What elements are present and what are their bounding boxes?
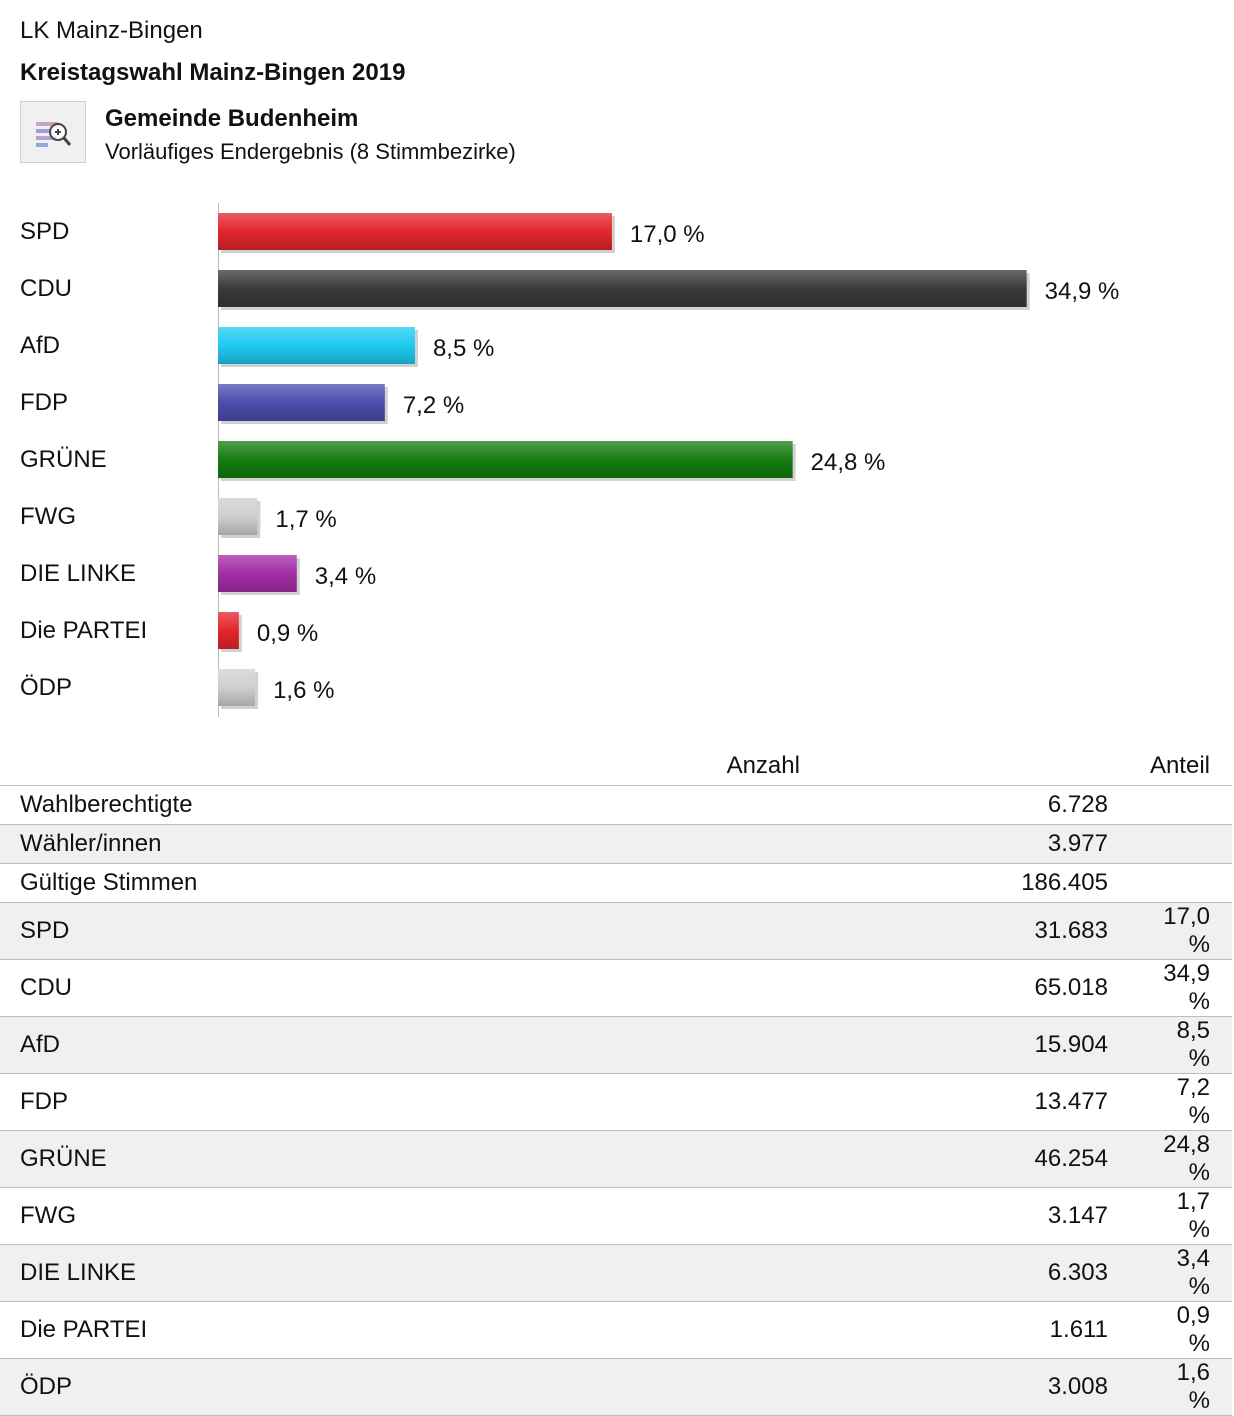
- value-label: 3,4 %: [315, 563, 376, 590]
- bar-ödp: [218, 669, 256, 706]
- table-cell-count: 186.405: [549, 863, 1130, 903]
- table-header-label: [0, 746, 550, 786]
- table-cell-share: 3,4 %: [1129, 1244, 1232, 1302]
- table-row: ÖDP 3.008 1,6 %: [0, 1358, 1232, 1416]
- table-cell-share: 1,7 %: [1129, 1187, 1232, 1245]
- table-row: SPD 31.683 17,0 %: [0, 902, 1232, 960]
- table-cell-count: 46.254: [549, 1130, 1130, 1188]
- table-cell-label: DIE LINKE: [0, 1244, 550, 1302]
- result-status: Vorläufiges Endergebnis (8 Stimmbezirke): [105, 139, 516, 164]
- zoom-chart-icon: [36, 122, 72, 147]
- bar-die-partei: [218, 612, 239, 649]
- table-cell-count: 1.611: [549, 1301, 1130, 1359]
- table-cell-share: 0,9 %: [1129, 1301, 1232, 1359]
- table-cell-count: 6.728: [549, 785, 1130, 825]
- bar-fdp: [218, 384, 385, 421]
- table-cell-share: 17,0 %: [1129, 902, 1232, 960]
- election-title: Kreistagswahl Mainz-Bingen 2019: [20, 59, 406, 86]
- table-cell-label: Wahlberechtigte: [0, 785, 550, 825]
- value-label: 0,9 %: [257, 620, 318, 647]
- table-cell-label: FDP: [0, 1073, 550, 1131]
- table-cell-share: 24,8 %: [1129, 1130, 1232, 1188]
- results-table: Anzahl Anteil Wahlberechtigte 6.728 Wähler…: [0, 746, 1232, 1416]
- category-label: Die PARTEI: [20, 617, 147, 644]
- table-cell-count: 3.147: [549, 1187, 1130, 1245]
- value-label: 17,0 %: [630, 221, 705, 248]
- zoom-chart-button[interactable]: [20, 101, 86, 163]
- bar-fwg: [218, 498, 258, 535]
- table-cell-share: 34,9 %: [1129, 959, 1232, 1017]
- table-header-count: Anzahl: [549, 746, 1130, 786]
- table-cell-label: FWG: [0, 1187, 550, 1245]
- table-cell-share: 8,5 %: [1129, 1016, 1232, 1074]
- region-title: LK Mainz-Bingen: [20, 17, 203, 44]
- table-cell-count: 3.008: [549, 1358, 1130, 1416]
- category-label: FWG: [20, 503, 76, 530]
- value-label: 1,6 %: [273, 677, 334, 704]
- value-label: 34,9 %: [1045, 278, 1120, 305]
- table-row: FWG 3.147 1,7 %: [0, 1187, 1232, 1245]
- table-cell-share: [1129, 785, 1232, 825]
- table-cell-count: 13.477: [549, 1073, 1130, 1131]
- category-label: AfD: [20, 332, 60, 359]
- bar-spd: [218, 213, 612, 250]
- bar-grüne: [218, 441, 793, 478]
- table-row: Die PARTEI 1.611 0,9 %: [0, 1301, 1232, 1359]
- category-label: SPD: [20, 218, 69, 245]
- table-header-row: Anzahl Anteil: [0, 746, 1232, 786]
- category-label: GRÜNE: [20, 446, 107, 473]
- category-label: DIE LINKE: [20, 560, 136, 587]
- table-cell-count: 6.303: [549, 1244, 1130, 1302]
- category-label: ÖDP: [20, 674, 72, 701]
- table-row: Wähler/innen 3.977: [0, 824, 1232, 864]
- table-row: CDU 65.018 34,9 %: [0, 959, 1232, 1017]
- value-label: 7,2 %: [403, 392, 464, 419]
- table-row: Gültige Stimmen 186.405: [0, 863, 1232, 903]
- table-row: AfD 15.904 8,5 %: [0, 1016, 1232, 1074]
- table-cell-share: [1129, 863, 1232, 903]
- table-cell-share: 7,2 %: [1129, 1073, 1232, 1131]
- table-cell-label: ÖDP: [0, 1358, 550, 1416]
- value-label: 8,5 %: [433, 335, 494, 362]
- table-row: GRÜNE 46.254 24,8 %: [0, 1130, 1232, 1188]
- table-cell-count: 3.977: [549, 824, 1130, 864]
- table-cell-label: SPD: [0, 902, 550, 960]
- table-row: DIE LINKE 6.303 3,4 %: [0, 1244, 1232, 1302]
- table-cell-label: Gültige Stimmen: [0, 863, 550, 903]
- table-row: Wahlberechtigte 6.728: [0, 785, 1232, 825]
- table-cell-share: [1129, 824, 1232, 864]
- value-label: 1,7 %: [275, 506, 336, 533]
- table-cell-label: Die PARTEI: [0, 1301, 550, 1359]
- value-label: 24,8 %: [811, 449, 886, 476]
- table-row: FDP 13.477 7,2 %: [0, 1073, 1232, 1131]
- municipality-title: Gemeinde Budenheim: [105, 105, 359, 132]
- results-bar-chart: SPD 17,0 % CDU 34,9 % AfD 8,5 % FDP 7,2 % GRÜNE 2…: [20, 203, 1120, 717]
- category-label: CDU: [20, 275, 72, 302]
- bar-die-linke: [218, 555, 297, 592]
- category-label: FDP: [20, 389, 68, 416]
- table-cell-count: 15.904: [549, 1016, 1130, 1074]
- bar-cdu: [218, 270, 1027, 307]
- table-cell-count: 31.683: [549, 902, 1130, 960]
- table-cell-label: GRÜNE: [0, 1130, 550, 1188]
- table-cell-label: AfD: [0, 1016, 550, 1074]
- table-cell-count: 65.018: [549, 959, 1130, 1017]
- table-cell-label: Wähler/innen: [0, 824, 550, 864]
- table-header-share: Anteil: [1129, 746, 1232, 786]
- table-cell-label: CDU: [0, 959, 550, 1017]
- table-cell-share: 1,6 %: [1129, 1358, 1232, 1416]
- bar-afd: [218, 327, 415, 364]
